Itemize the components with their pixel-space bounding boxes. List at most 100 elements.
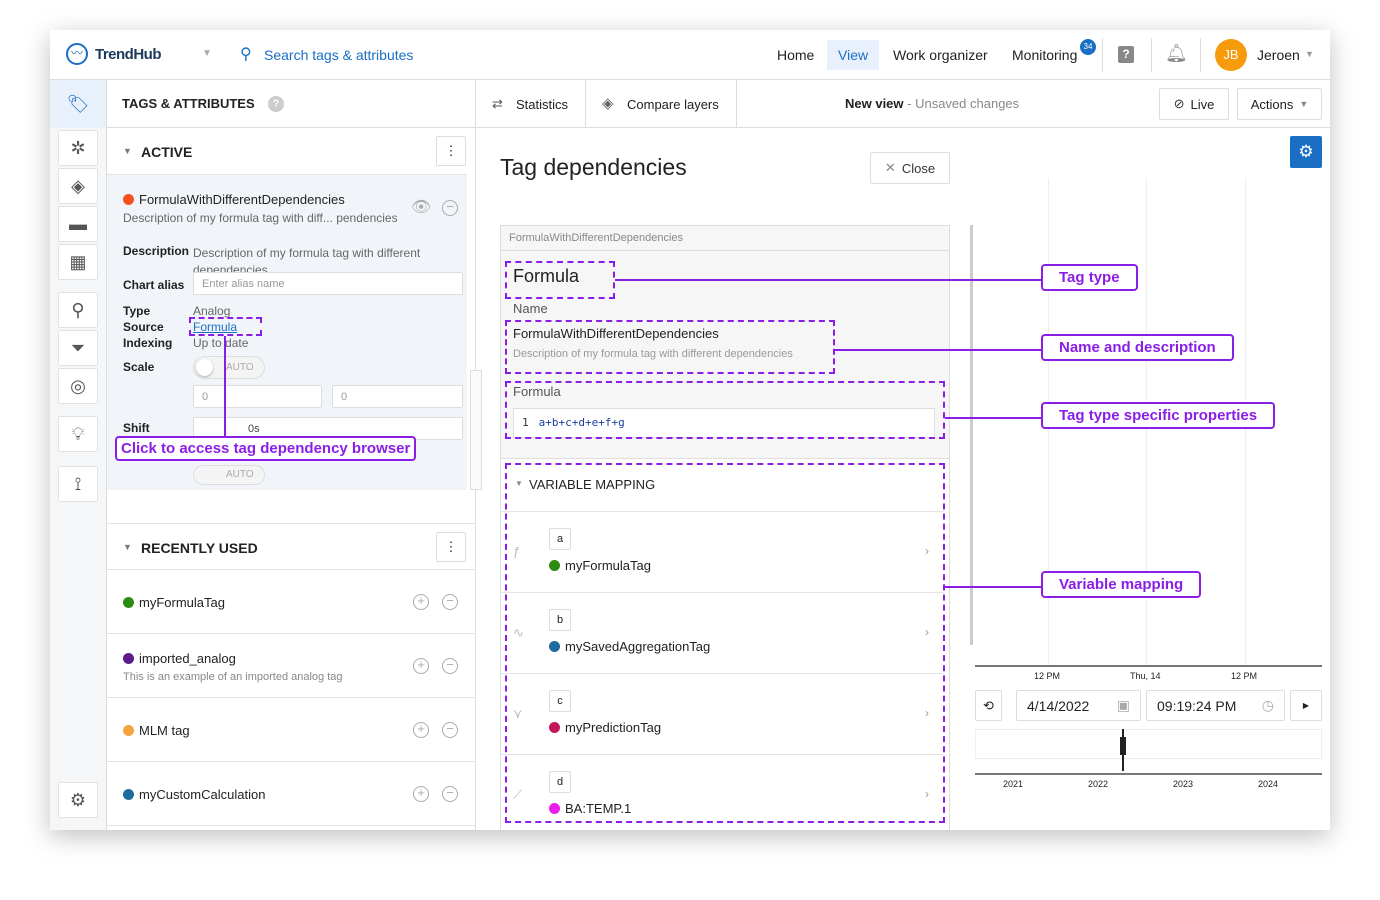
nav-home[interactable]: Home bbox=[777, 47, 815, 63]
live-button[interactable]: ⊘ Live bbox=[1159, 88, 1229, 120]
time-input[interactable]: 09:19:24 PM ◷ bbox=[1146, 690, 1285, 721]
collapse-icon[interactable]: ▼ bbox=[515, 479, 523, 488]
tag-color-dot bbox=[123, 194, 134, 205]
avatar[interactable]: JB bbox=[1215, 39, 1247, 71]
name-label: Name bbox=[513, 301, 548, 316]
add-icon[interactable]: + bbox=[413, 786, 429, 802]
dashboard-icon[interactable]: ▦ bbox=[58, 244, 98, 280]
search-input[interactable]: Search tags & attributes bbox=[264, 47, 414, 63]
user-name[interactable]: Jeroen bbox=[1257, 47, 1300, 63]
live-label: Live bbox=[1190, 96, 1215, 112]
add-icon[interactable]: + bbox=[413, 722, 429, 738]
nav-work-organizer[interactable]: Work organizer bbox=[893, 47, 988, 63]
history-icon[interactable]: ⟲ bbox=[975, 690, 1002, 721]
chevron-right-icon[interactable]: › bbox=[925, 787, 929, 801]
timeline-navigator[interactable] bbox=[975, 729, 1322, 759]
chart-alias-input[interactable]: Enter alias name bbox=[193, 272, 463, 295]
user-menu-chevron-icon[interactable]: ▼ bbox=[1305, 49, 1314, 59]
remove-icon[interactable]: − bbox=[442, 658, 458, 674]
dependency-card: FormulaWithDifferentDependencies Formula… bbox=[500, 225, 950, 830]
label: Description bbox=[123, 244, 190, 258]
more-menu-button[interactable]: ⋮ bbox=[436, 136, 466, 166]
bell-icon[interactable]: 🔔︎ bbox=[1165, 43, 1188, 63]
logo-icon: 〰 bbox=[66, 43, 88, 65]
actions-label: Actions bbox=[1250, 96, 1294, 112]
collapse-icon[interactable]: ▼ bbox=[123, 146, 132, 156]
remove-icon[interactable]: − bbox=[442, 786, 458, 802]
date-input[interactable]: 4/14/2022 ▣ bbox=[1016, 690, 1141, 721]
add-icon[interactable]: + bbox=[413, 658, 429, 674]
variable-row[interactable]: ƒ a myFormulaTag › bbox=[501, 511, 944, 592]
clock-icon: ◷ bbox=[1261, 697, 1274, 713]
remove-icon[interactable]: − bbox=[442, 594, 458, 610]
navigator-handle-grip[interactable] bbox=[1120, 737, 1126, 755]
recent-tag-item[interactable]: imported_analog This is an example of an… bbox=[107, 634, 476, 698]
recent-tag-item[interactable]: myCustomCalculation + − bbox=[107, 762, 476, 826]
nav-view[interactable]: View bbox=[827, 40, 880, 70]
add-icon[interactable]: + bbox=[413, 594, 429, 610]
remove-icon[interactable]: − bbox=[442, 722, 458, 738]
gear-icon[interactable]: ⚙ bbox=[58, 782, 98, 818]
scale-min-input[interactable]: 0 bbox=[193, 385, 322, 408]
tag-name: imported_analog bbox=[139, 651, 236, 666]
tick-label: 2024 bbox=[1258, 779, 1279, 789]
help-icon[interactable]: ? bbox=[268, 96, 284, 112]
lightbulb-icon[interactable]: 💡︎ bbox=[58, 416, 98, 452]
app-window: 〰 TrendHub ▼ ⚲ Search tags & attributes … bbox=[50, 30, 1330, 830]
app-switcher-chevron-icon[interactable]: ▼ bbox=[202, 48, 212, 59]
scrollbar[interactable] bbox=[970, 225, 973, 645]
chevron-right-icon[interactable]: › bbox=[925, 706, 929, 720]
variable-row[interactable]: ⋎ c myPredictionTag › bbox=[501, 673, 944, 754]
fingerprint-icon[interactable]: ◎ bbox=[58, 368, 98, 404]
graph-icon[interactable]: ⟟ bbox=[58, 466, 98, 502]
tag-short-description: Description of my formula tag with diff.… bbox=[123, 211, 398, 225]
swap-icon: ⇄ bbox=[492, 96, 503, 111]
compare-layers-tab[interactable]: Compare layers bbox=[627, 97, 719, 112]
chevron-right-icon[interactable]: › bbox=[925, 544, 929, 558]
nav-monitoring[interactable]: Monitoring bbox=[1012, 47, 1078, 63]
annotation-highlight bbox=[505, 261, 615, 299]
variable-name: a bbox=[549, 528, 571, 550]
value: 0 bbox=[202, 390, 209, 403]
active-tag-card: FormulaWithDifferentDependencies Descrip… bbox=[107, 175, 467, 490]
view-name: New view bbox=[845, 96, 904, 111]
help-icon[interactable]: ? bbox=[1118, 46, 1134, 63]
source-link[interactable]: Formula bbox=[193, 320, 238, 334]
remove-icon[interactable]: − bbox=[442, 200, 458, 216]
annotation-label: Tag type specific properties bbox=[1041, 402, 1276, 429]
variable-row[interactable]: ∿ b mySavedAggregationTag › bbox=[501, 592, 944, 673]
scale-max-input[interactable]: 0 bbox=[332, 385, 463, 408]
collapse-icon[interactable]: ▼ bbox=[123, 542, 132, 552]
view-title: New view - Unsaved changes bbox=[845, 96, 1019, 111]
layers-icon[interactable]: ◈ bbox=[58, 168, 98, 204]
active-tag-name[interactable]: FormulaWithDifferentDependencies bbox=[123, 192, 345, 207]
comment-icon[interactable]: ▬ bbox=[58, 206, 98, 242]
chart-settings-button[interactable]: ⚙ bbox=[1290, 136, 1322, 168]
breadcrumb: FormulaWithDifferentDependencies bbox=[509, 232, 684, 244]
next-button[interactable]: ▶ bbox=[1290, 690, 1322, 721]
scale-auto-toggle[interactable]: AUTO bbox=[193, 356, 265, 379]
label: Shift bbox=[123, 421, 150, 435]
actions-button[interactable]: Actions ▼ bbox=[1237, 88, 1322, 120]
recent-tag-item[interactable]: myFormulaTag + − bbox=[107, 570, 476, 634]
search-icon[interactable]: ⚲ bbox=[58, 292, 98, 328]
panel-resize-handle[interactable] bbox=[470, 370, 482, 490]
variable-name: d bbox=[549, 771, 571, 793]
annotation-arrow bbox=[945, 417, 1041, 419]
statistics-tab[interactable]: Statistics bbox=[516, 97, 569, 112]
recent-tag-item[interactable]: MLM tag + − bbox=[107, 698, 476, 762]
filter-icon[interactable]: ⏷ bbox=[58, 330, 98, 366]
close-button[interactable]: ✕ Close bbox=[870, 152, 950, 184]
annotation-highlight bbox=[189, 317, 262, 336]
eye-icon[interactable]: 👁︎ bbox=[411, 199, 432, 216]
tag-name: myFormulaTag bbox=[139, 595, 225, 610]
chevron-right-icon[interactable]: › bbox=[925, 625, 929, 639]
tag-icon[interactable]: 🏷︎ bbox=[50, 80, 106, 128]
variable-row[interactable]: ⟋ d BA:TEMP.1 › bbox=[501, 754, 944, 830]
divider bbox=[1102, 38, 1103, 72]
variable-name: b bbox=[549, 609, 571, 631]
scatter-icon[interactable]: ✲ bbox=[58, 130, 98, 166]
auto-toggle[interactable]: AUTO bbox=[193, 465, 265, 485]
label: Indexing bbox=[123, 336, 173, 350]
more-menu-button[interactable]: ⋮ bbox=[436, 532, 466, 562]
